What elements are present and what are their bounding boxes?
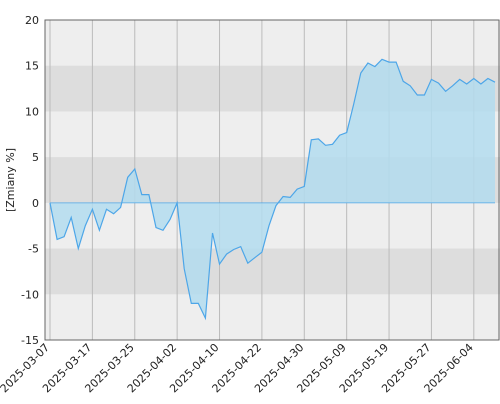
y-tick-label: 20 (25, 14, 39, 27)
y-tick-label: 5 (32, 151, 39, 164)
y-tick-label: -10 (21, 288, 39, 301)
grid-band (45, 248, 500, 295)
y-tick-label: -5 (28, 243, 39, 256)
y-tick-label: -15 (21, 334, 39, 347)
y-tick-label: 0 (32, 197, 39, 210)
area (50, 59, 495, 319)
y-tick-label: 10 (25, 105, 39, 118)
y-axis-label: [Zmiany %] (4, 148, 17, 212)
y-tick-label: 15 (25, 60, 39, 73)
line (49, 58, 496, 321)
plot-border (44, 19, 500, 341)
